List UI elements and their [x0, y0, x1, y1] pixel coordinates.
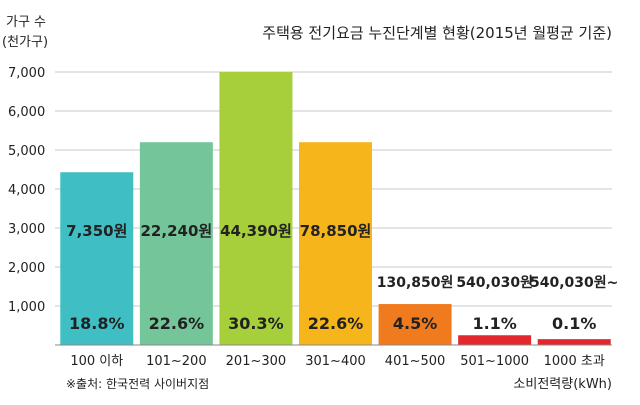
price-label: 7,350원: [66, 222, 127, 240]
y-tick-label: 5,000: [8, 144, 45, 159]
bars: [60, 72, 611, 345]
y-axis-label-line2: (천가구): [2, 35, 48, 50]
x-tick-label: 100 이하: [70, 354, 123, 369]
bar: [139, 142, 213, 345]
y-axis-ticks: 1,000 2,000 3,000 4,000 5,000 6,000 7,000: [8, 66, 45, 315]
price-label: 78,850원: [300, 222, 372, 240]
price-label: 130,850원: [377, 275, 454, 291]
x-tick-label: 1000 초과: [544, 354, 605, 369]
bar: [299, 142, 372, 345]
bar: [537, 339, 611, 345]
percent-label: 1.1%: [472, 314, 516, 333]
bar: [60, 172, 134, 345]
y-tick-label: 4,000: [8, 183, 45, 198]
percent-label: 18.8%: [69, 314, 125, 333]
y-tick-label: 7,000: [8, 66, 45, 81]
x-tick-label: 201~300: [226, 354, 287, 369]
x-tick-label: 301~400: [305, 354, 366, 369]
x-tick-label: 101~200: [146, 354, 207, 369]
percent-labels: 18.8% 22.6% 30.3% 22.6% 4.5% 1.1% 0.1%: [69, 314, 596, 333]
bar: [378, 304, 452, 345]
x-tick-label: 401~500: [385, 354, 446, 369]
x-axis-label: 소비전력량(kWh): [513, 377, 612, 392]
chart-title: 주택용 전기요금 누진단계별 현황(2015년 월평균 기준): [262, 24, 612, 42]
percent-label: 4.5%: [393, 314, 437, 333]
y-tick-label: 1,000: [8, 300, 45, 315]
y-tick-label: 6,000: [8, 105, 45, 120]
price-label: 540,030원~: [530, 275, 618, 291]
percent-label: 30.3%: [228, 314, 284, 333]
bar: [458, 335, 532, 345]
bar: [219, 72, 293, 345]
price-label: 22,240원: [141, 222, 213, 240]
percent-label: 22.6%: [149, 314, 205, 333]
source-note: ※출처: 한국전력 사이버지점: [66, 377, 209, 391]
price-label: 540,030원: [456, 275, 533, 291]
price-label: 44,390원: [220, 222, 292, 240]
x-axis-ticks: 100 이하 101~200 201~300 301~400 401~500 501~10…: [70, 354, 604, 369]
x-tick-label: 501~1000: [460, 354, 529, 369]
y-axis-label-line1: 가구 수: [6, 15, 46, 30]
y-tick-label: 2,000: [8, 261, 45, 276]
y-tick-label: 3,000: [8, 222, 45, 237]
percent-label: 0.1%: [552, 314, 596, 333]
percent-label: 22.6%: [308, 314, 364, 333]
